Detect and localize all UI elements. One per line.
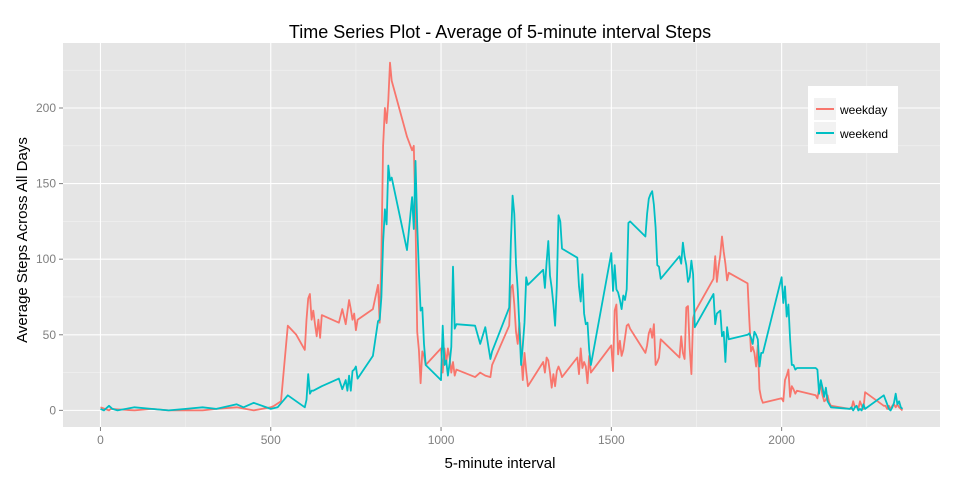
series-line-weekday [100, 61, 904, 412]
legend-label-weekday: weekday [839, 103, 887, 117]
y-tick-label: 150 [36, 177, 56, 191]
x-axis-label: 5-minute interval [445, 455, 556, 472]
legend-label-weekend: weekend [839, 127, 888, 141]
plot-panel [63, 43, 940, 427]
legend: weekday weekend [808, 86, 898, 153]
y-axis: 0 50 100 150 200 [36, 101, 63, 417]
series-line-weekend [100, 160, 904, 412]
x-axis: 0 500 1000 1500 2000 [97, 427, 795, 447]
y-tick-label: 0 [49, 403, 56, 417]
x-tick-label: 2000 [768, 433, 795, 447]
y-tick-label: 50 [43, 328, 57, 342]
x-tick-label: 1000 [428, 433, 455, 447]
y-tick-label: 200 [36, 101, 56, 115]
major-gridlines [63, 43, 940, 427]
x-tick-label: 500 [261, 433, 281, 447]
x-tick-label: 1500 [598, 433, 625, 447]
series-layer [100, 61, 904, 412]
y-tick-label: 100 [36, 252, 56, 266]
chart-title: Time Series Plot - Average of 5-minute i… [289, 22, 711, 42]
y-axis-label: Average Steps Across All Days [14, 137, 31, 343]
x-tick-label: 0 [97, 433, 104, 447]
